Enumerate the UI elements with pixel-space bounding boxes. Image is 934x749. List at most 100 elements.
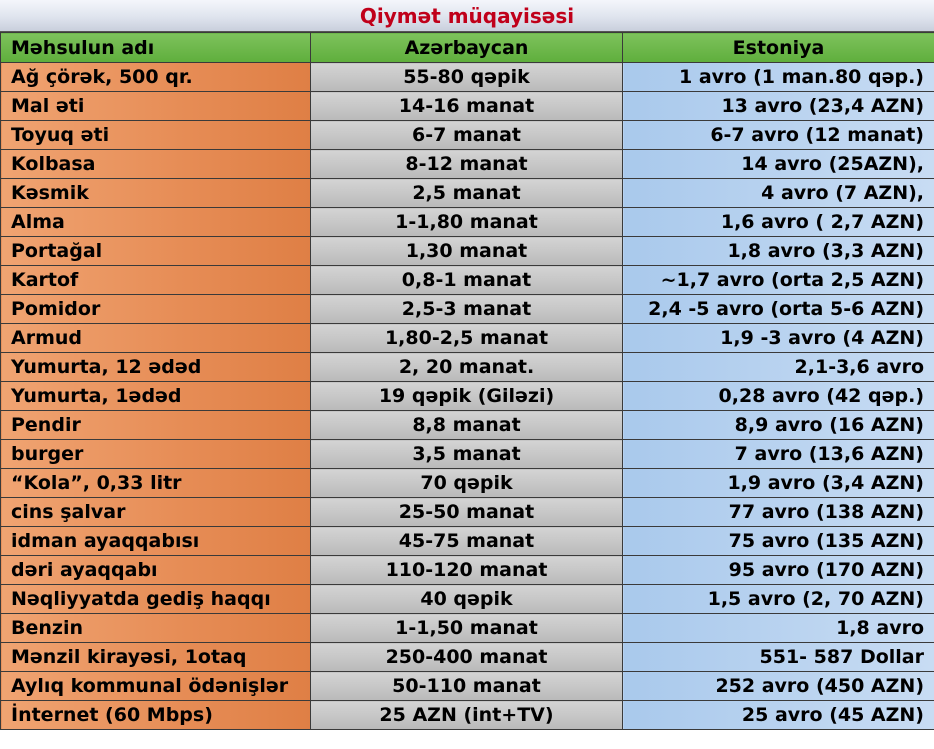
table-row: İnternet (60 Mbps) 25 AZN (int+TV) 25 avro… — [0, 700, 934, 730]
product-cell: burger — [0, 439, 311, 469]
table-row: Pomidor 2,5-3 manat 2,4 -5 avro (orta 5-6 … — [0, 294, 934, 324]
table-row: Ağ çörək, 500 qr. 55-80 qəpik 1 avro (1 ma… — [0, 62, 934, 92]
azerbaijan-price-cell: 110-120 manat — [310, 555, 623, 585]
product-cell: Pomidor — [0, 294, 311, 324]
azerbaijan-price-cell: 250-400 manat — [310, 642, 623, 672]
product-cell: Benzin — [0, 613, 311, 643]
table-row: Portağal 1,30 manat 1,8 avro (3,3 AZN) — [0, 236, 934, 266]
estonia-price-cell: 1,5 avro (2, 70 AZN) — [622, 584, 934, 614]
table-row: Kartof 0,8-1 manat ~1,7 avro (orta 2,5 AZN… — [0, 265, 934, 295]
table-title: Qiymət müqayisəsi — [0, 0, 934, 32]
table-body: Ağ çörək, 500 qr. 55-80 qəpik 1 avro (1 ma… — [0, 62, 934, 730]
table-row: Kəsmik 2,5 manat 4 avro (7 AZN), — [0, 178, 934, 208]
estonia-price-cell: 8,9 avro (16 AZN) — [622, 410, 934, 440]
estonia-price-cell: 252 avro (450 AZN) — [622, 671, 934, 701]
product-cell: İnternet (60 Mbps) — [0, 700, 311, 730]
azerbaijan-price-cell: 1-1,50 manat — [310, 613, 623, 643]
azerbaijan-price-cell: 1,30 manat — [310, 236, 623, 266]
table-row: Mal əti 14-16 manat 13 avro (23,4 AZN) — [0, 91, 934, 121]
table-row: Benzin 1-1,50 manat 1,8 avro — [0, 613, 934, 643]
estonia-price-cell: 95 avro (170 AZN) — [622, 555, 934, 585]
estonia-price-cell: 13 avro (23,4 AZN) — [622, 91, 934, 121]
product-cell: Kəsmik — [0, 178, 311, 208]
estonia-price-cell: 1,8 avro — [622, 613, 934, 643]
azerbaijan-price-cell: 3,5 manat — [310, 439, 623, 469]
table-row: Nəqliyyatda gediş haqqı 40 qəpik 1,5 avro … — [0, 584, 934, 614]
estonia-price-cell: 551- 587 Dollar — [622, 642, 934, 672]
azerbaijan-price-cell: 1-1,80 manat — [310, 207, 623, 237]
table-row: Aylıq kommunal ödənişlər 50-110 manat 252 … — [0, 671, 934, 701]
table-row: “Kola”, 0,33 litr 70 qəpik 1,9 avro (3,4 A… — [0, 468, 934, 498]
column-header-estonia: Estoniya — [622, 32, 934, 63]
azerbaijan-price-cell: 55-80 qəpik — [310, 62, 623, 92]
estonia-price-cell: 77 avro (138 AZN) — [622, 497, 934, 527]
table-row: Yumurta, 1ədəd 19 qəpik (Giləzi) 0,28 avro… — [0, 381, 934, 411]
product-cell: idman ayaqqabısı — [0, 526, 311, 556]
azerbaijan-price-cell: 0,8-1 manat — [310, 265, 623, 295]
column-header-azerbaijan: Azərbaycan — [310, 32, 623, 63]
product-cell: Kartof — [0, 265, 311, 295]
table-row: Toyuq əti 6-7 manat 6-7 avro (12 manat) — [0, 120, 934, 150]
estonia-price-cell: 4 avro (7 AZN), — [622, 178, 934, 208]
azerbaijan-price-cell: 25 AZN (int+TV) — [310, 700, 623, 730]
azerbaijan-price-cell: 50-110 manat — [310, 671, 623, 701]
product-cell: Nəqliyyatda gediş haqqı — [0, 584, 311, 614]
estonia-price-cell: 75 avro (135 AZN) — [622, 526, 934, 556]
estonia-price-cell: ~1,7 avro (orta 2,5 AZN) — [622, 265, 934, 295]
table-row: Mənzil kirayəsi, 1otaq 250-400 manat 551- … — [0, 642, 934, 672]
product-cell: Aylıq kommunal ödənişlər — [0, 671, 311, 701]
product-cell: Ağ çörək, 500 qr. — [0, 62, 311, 92]
azerbaijan-price-cell: 8,8 manat — [310, 410, 623, 440]
estonia-price-cell: 0,28 avro (42 qəp.) — [622, 381, 934, 411]
azerbaijan-price-cell: 2, 20 manat. — [310, 352, 623, 382]
estonia-price-cell: 7 avro (13,6 AZN) — [622, 439, 934, 469]
product-cell: dəri ayaqqabı — [0, 555, 311, 585]
table-row: Kolbasa 8-12 manat 14 avro (25AZN), — [0, 149, 934, 179]
price-comparison-table: Məhsulun adı Azərbaycan Estoniya Ağ çörə… — [0, 32, 934, 730]
estonia-price-cell: 2,4 -5 avro (orta 5-6 AZN) — [622, 294, 934, 324]
table-row: burger 3,5 manat 7 avro (13,6 AZN) — [0, 439, 934, 469]
azerbaijan-price-cell: 1,80-2,5 manat — [310, 323, 623, 353]
azerbaijan-price-cell: 70 qəpik — [310, 468, 623, 498]
estonia-price-cell: 14 avro (25AZN), — [622, 149, 934, 179]
estonia-price-cell: 25 avro (45 AZN) — [622, 700, 934, 730]
product-cell: Yumurta, 1ədəd — [0, 381, 311, 411]
product-cell: Mənzil kirayəsi, 1otaq — [0, 642, 311, 672]
azerbaijan-price-cell: 2,5 manat — [310, 178, 623, 208]
estonia-price-cell: 1,9 avro (3,4 AZN) — [622, 468, 934, 498]
estonia-price-cell: 1 avro (1 man.80 qəp.) — [622, 62, 934, 92]
table-row: Armud 1,80-2,5 manat 1,9 -3 avro (4 AZN) — [0, 323, 934, 353]
product-cell: Kolbasa — [0, 149, 311, 179]
azerbaijan-price-cell: 6-7 manat — [310, 120, 623, 150]
product-cell: Portağal — [0, 236, 311, 266]
product-cell: cins şalvar — [0, 497, 311, 527]
azerbaijan-price-cell: 8-12 manat — [310, 149, 623, 179]
estonia-price-cell: 2,1-3,6 avro — [622, 352, 934, 382]
table-row: Pendir 8,8 manat 8,9 avro (16 AZN) — [0, 410, 934, 440]
product-cell: “Kola”, 0,33 litr — [0, 468, 311, 498]
estonia-price-cell: 1,9 -3 avro (4 AZN) — [622, 323, 934, 353]
estonia-price-cell: 1,8 avro (3,3 AZN) — [622, 236, 934, 266]
product-cell: Yumurta, 12 ədəd — [0, 352, 311, 382]
azerbaijan-price-cell: 45-75 manat — [310, 526, 623, 556]
product-cell: Toyuq əti — [0, 120, 311, 150]
azerbaijan-price-cell: 25-50 manat — [310, 497, 623, 527]
product-cell: Mal əti — [0, 91, 311, 121]
estonia-price-cell: 1,6 avro ( 2,7 AZN) — [622, 207, 934, 237]
product-cell: Pendir — [0, 410, 311, 440]
azerbaijan-price-cell: 14-16 manat — [310, 91, 623, 121]
product-cell: Armud — [0, 323, 311, 353]
azerbaijan-price-cell: 40 qəpik — [310, 584, 623, 614]
product-cell: Alma — [0, 207, 311, 237]
estonia-price-cell: 6-7 avro (12 manat) — [622, 120, 934, 150]
table-row: Alma 1-1,80 manat 1,6 avro ( 2,7 AZN) — [0, 207, 934, 237]
azerbaijan-price-cell: 2,5-3 manat — [310, 294, 623, 324]
table-row: dəri ayaqqabı 110-120 manat 95 avro (170 A… — [0, 555, 934, 585]
table-row: cins şalvar 25-50 manat 77 avro (138 AZN) — [0, 497, 934, 527]
column-header-product: Məhsulun adı — [0, 32, 311, 63]
header-row: Məhsulun adı Azərbaycan Estoniya — [0, 32, 934, 63]
table-row: idman ayaqqabısı 45-75 manat 75 avro (135 … — [0, 526, 934, 556]
azerbaijan-price-cell: 19 qəpik (Giləzi) — [310, 381, 623, 411]
table-row: Yumurta, 12 ədəd 2, 20 manat. 2,1-3,6 avro — [0, 352, 934, 382]
